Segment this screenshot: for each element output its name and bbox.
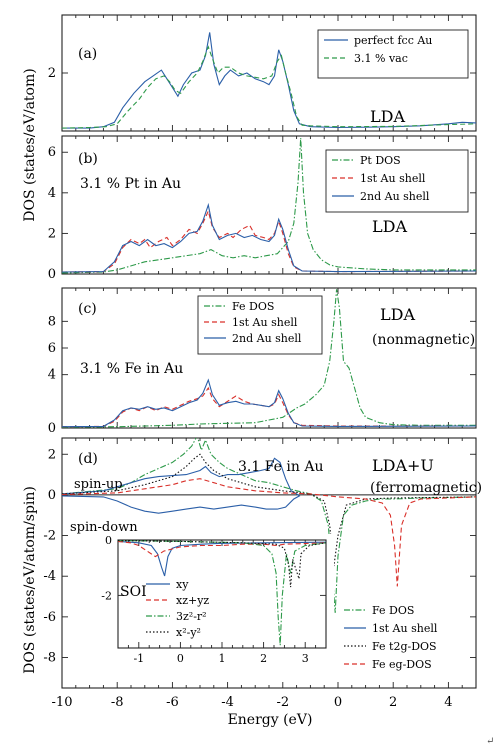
- y-tick-label: -2: [43, 529, 56, 544]
- panel-annotation: 3.1 % Fe in Au: [80, 361, 183, 377]
- x-axis-label: Energy (eV): [228, 712, 313, 728]
- panel-annotation: LDA: [370, 107, 405, 126]
- panel-annotation: (nonmagnetic): [372, 332, 475, 348]
- panel-2: 0 4 6 8 (c) 3.1 % Fe in Au LDA (nonmagnetic) Fe …: [48, 287, 477, 436]
- legend-label: 1st Au shell: [232, 316, 298, 329]
- x-tick-label: 3: [302, 652, 309, 665]
- panel-label: (c): [78, 301, 97, 317]
- legend-label: 2nd Au shell: [360, 190, 430, 203]
- panel-annotation: LDA+U: [372, 456, 434, 475]
- y-tick-label: 4: [48, 186, 56, 201]
- y-tick-label: -6: [43, 610, 56, 625]
- legend-label: Pt DOS: [360, 154, 401, 167]
- legend-label: 1st Au shell: [360, 172, 426, 185]
- series-line-0: [62, 137, 476, 274]
- x-tick-label: 2: [389, 695, 397, 710]
- panel-0: 2 (a) LDA perfect fcc Au 3.1 % vac: [48, 14, 477, 132]
- x-axis-label-group: Energy (eV): [228, 712, 313, 728]
- legend-label: Fe DOS: [372, 604, 414, 617]
- series-line-0: [62, 32, 476, 129]
- panel-label: (a): [78, 46, 97, 62]
- y-tick-label: 2: [48, 226, 56, 241]
- legend-box: [317, 29, 469, 79]
- x-tick-label: -2: [276, 695, 289, 710]
- legend-label: 3z²-r²: [176, 610, 207, 623]
- y-tick-label: 0: [48, 488, 56, 503]
- x-tick-label: -6: [166, 695, 179, 710]
- panel-4: -1 0 1 2 3 0 -2 SOI xy xz+yz 3z²-r² x²-y²: [90, 534, 334, 676]
- panel-annotation: spin-up: [74, 477, 123, 492]
- panel-annotation: 3.1 % Pt in Au: [80, 176, 181, 192]
- legend-label: 3.1 % vac: [354, 52, 408, 65]
- y-tick-label: 2: [48, 66, 56, 81]
- series-line-0: [118, 540, 326, 577]
- legend-label: Fe t2g-DOS: [372, 640, 437, 653]
- legend-box: [325, 149, 469, 213]
- corner-mark: ↵: [486, 736, 494, 747]
- panel-3: -10 -8 -6 -4 -2 0 2 4-8-6-4-202 (d) 3.1 Fe in Au L…: [43, 437, 482, 710]
- x-tick-label: 4: [444, 695, 452, 710]
- y-tick-label: 0: [105, 534, 112, 547]
- y-tick-label: 2: [48, 447, 56, 462]
- legend-label: xz+yz: [176, 594, 209, 607]
- x-tick-label: 0: [177, 652, 184, 665]
- panel-annotation: 3.1 Fe in Au: [238, 459, 323, 475]
- y-tick-label: 4: [48, 368, 56, 383]
- legend-label: 2nd Au shell: [232, 332, 302, 345]
- series-line-2: [118, 540, 326, 646]
- legend-label: Fe DOS: [232, 300, 274, 313]
- x-tick-label: -1: [133, 652, 144, 665]
- y-tick-label: 0: [48, 267, 56, 282]
- panel-label: (d): [78, 451, 98, 467]
- y-tick-label: -8: [43, 651, 56, 666]
- panel-annotation: LDA: [380, 305, 415, 324]
- panels-layer: 2 (a) LDA perfect fcc Au 3.1 % vac 0 2 4 6 (b) 3.1…: [43, 14, 482, 710]
- legend-label: perfect fcc Au: [354, 34, 432, 47]
- y-axis-label-top-group: DOS (states/eV/atom): [22, 68, 38, 221]
- y-axis-label-bottom: DOS (states/eV/atom/spin): [22, 486, 38, 674]
- series-line-1: [62, 45, 476, 129]
- inset-background: [90, 534, 334, 676]
- y-tick-label: -2: [101, 589, 112, 602]
- panel-1: 0 2 4 6 (b) 3.1 % Pt in Au LDA Pt DOS 1st Au she…: [48, 135, 477, 282]
- legend-label: Fe eg-DOS: [372, 658, 432, 671]
- y-tick-label: 8: [48, 314, 56, 329]
- panel-label: SOI: [120, 584, 147, 600]
- y-tick-label: 0: [48, 421, 56, 436]
- series-line-2: [62, 202, 476, 273]
- y-tick-label: 6: [48, 341, 56, 356]
- legend-label: 1st Au shell: [372, 622, 438, 635]
- y-axis-label-bottom-group: DOS (states/eV/atom/spin): [22, 486, 38, 674]
- y-tick-label: -4: [43, 569, 56, 584]
- series-line-3: [62, 478, 476, 587]
- x-tick-label: 1: [219, 652, 226, 665]
- y-tick-label: 6: [48, 145, 56, 160]
- series-line-2: [62, 378, 476, 428]
- series-line-0: [62, 289, 476, 428]
- y-axis-label-top: DOS (states/eV/atom): [22, 68, 38, 221]
- panel-annotation: (ferromagnetic): [370, 480, 482, 496]
- x-tick-label: 0: [334, 695, 342, 710]
- legend-label: x²-y²: [176, 626, 201, 639]
- panel-label: (b): [78, 151, 98, 167]
- series-line-1: [62, 209, 476, 273]
- panel-annotation: spin-down: [70, 520, 138, 535]
- series-line-1: [62, 386, 476, 428]
- x-tick-label: -4: [221, 695, 234, 710]
- series-line-1: [62, 457, 301, 514]
- series-line-2: [62, 453, 476, 567]
- x-tick-label: 2: [260, 652, 267, 665]
- series-line-1: [118, 540, 326, 558]
- x-tick-label: -10: [52, 695, 73, 710]
- panel-annotation: LDA: [372, 217, 407, 236]
- x-tick-label: -8: [111, 695, 124, 710]
- legend-label: xy: [176, 578, 189, 591]
- series-line-0: [62, 438, 476, 613]
